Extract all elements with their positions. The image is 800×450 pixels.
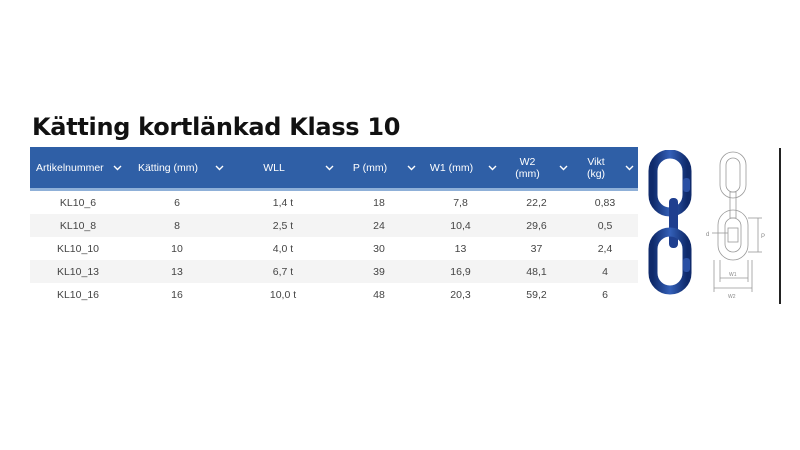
chevron-down-icon[interactable] <box>620 165 638 171</box>
table-cell: 22,2 <box>501 189 572 214</box>
table-row: KL10_13 13 6,7 t 39 16,9 48,1 4 <box>30 260 638 283</box>
table-cell: 7,8 <box>420 189 501 214</box>
table-row: KL10_8 8 2,5 t 24 10,4 29,6 0,5 <box>30 214 638 237</box>
column-header-label: WLL <box>263 161 285 174</box>
table-cell: 4 <box>572 260 638 283</box>
chevron-down-icon[interactable] <box>483 165 501 171</box>
table-cell: 1,4 t <box>228 189 338 214</box>
table-cell: KL10_16 <box>30 283 126 306</box>
chevron-down-icon[interactable] <box>402 165 420 171</box>
column-header-vikt[interactable]: Vikt (kg) <box>572 147 638 191</box>
table-cell: KL10_13 <box>30 260 126 283</box>
table-cell: KL10_8 <box>30 214 126 237</box>
table-cell: 6 <box>572 283 638 306</box>
table-row: KL10_16 16 10,0 t 48 20,3 59,2 6 <box>30 283 638 306</box>
column-header-label: W1 (mm) <box>429 161 474 174</box>
table-cell: KL10_10 <box>30 237 126 260</box>
table-header-row: Artikelnummer Kätting (mm) WLL P (mm) W1… <box>30 147 638 191</box>
table-cell: 10,4 <box>420 214 501 237</box>
diagram-label-w1: W1 <box>729 272 737 278</box>
spec-table-container: Artikelnummer Kätting (mm) WLL P (mm) W1… <box>30 147 638 306</box>
table-cell: 29,6 <box>501 214 572 237</box>
column-header-label: Kätting (mm) <box>137 161 199 174</box>
table-cell: 16,9 <box>420 260 501 283</box>
chain-link-image <box>648 150 692 295</box>
spec-table: Artikelnummer Kätting (mm) WLL P (mm) W1… <box>30 147 638 306</box>
table-body: KL10_6 6 1,4 t 18 7,8 22,2 0,83 KL10_8 8… <box>30 189 638 306</box>
table-cell: 18 <box>338 189 420 214</box>
chevron-down-icon[interactable] <box>108 165 126 171</box>
table-cell: 4,0 t <box>228 237 338 260</box>
chain-dimension-diagram: d P W1 W2 <box>706 148 781 304</box>
table-cell: 48,1 <box>501 260 572 283</box>
column-header-artikelnummer[interactable]: Artikelnummer <box>30 147 126 191</box>
table-cell: 0,5 <box>572 214 638 237</box>
column-header-w1[interactable]: W1 (mm) <box>420 147 501 191</box>
diagram-label-d: d <box>706 232 709 238</box>
table-cell: 6,7 t <box>228 260 338 283</box>
column-header-wll[interactable]: WLL <box>228 147 338 191</box>
column-header-p[interactable]: P (mm) <box>338 147 420 191</box>
table-cell: 24 <box>338 214 420 237</box>
table-cell: 0,83 <box>572 189 638 214</box>
column-header-katting[interactable]: Kätting (mm) <box>126 147 228 191</box>
table-cell: 30 <box>338 237 420 260</box>
table-row: KL10_10 10 4,0 t 30 13 37 2,4 <box>30 237 638 260</box>
column-header-label: W2 (mm) <box>515 155 540 180</box>
table-cell: 59,2 <box>501 283 572 306</box>
column-header-w2[interactable]: W2 (mm) <box>501 147 572 191</box>
table-cell: 6 <box>126 189 228 214</box>
diagram-label-p: P <box>761 234 765 240</box>
table-cell: 13 <box>420 237 501 260</box>
chevron-down-icon[interactable] <box>210 165 228 171</box>
page-title: Kätting kortlänkad Klass 10 <box>32 113 401 141</box>
table-cell: 8 <box>126 214 228 237</box>
column-header-label: P (mm) <box>352 161 388 174</box>
table-cell: 2,5 t <box>228 214 338 237</box>
table-cell: 10,0 t <box>228 283 338 306</box>
table-cell: 13 <box>126 260 228 283</box>
table-cell: 20,3 <box>420 283 501 306</box>
table-cell: 48 <box>338 283 420 306</box>
table-row: KL10_6 6 1,4 t 18 7,8 22,2 0,83 <box>30 189 638 214</box>
chevron-down-icon[interactable] <box>554 165 572 171</box>
table-cell: 16 <box>126 283 228 306</box>
table-cell: 37 <box>501 237 572 260</box>
diagram-label-w2: W2 <box>728 294 736 300</box>
column-header-label: Artikelnummer <box>36 161 104 174</box>
table-cell: KL10_6 <box>30 189 126 214</box>
table-cell: 2,4 <box>572 237 638 260</box>
column-header-label: Vikt (kg) <box>586 155 606 180</box>
chevron-down-icon[interactable] <box>320 165 338 171</box>
table-cell: 39 <box>338 260 420 283</box>
table-cell: 10 <box>126 237 228 260</box>
